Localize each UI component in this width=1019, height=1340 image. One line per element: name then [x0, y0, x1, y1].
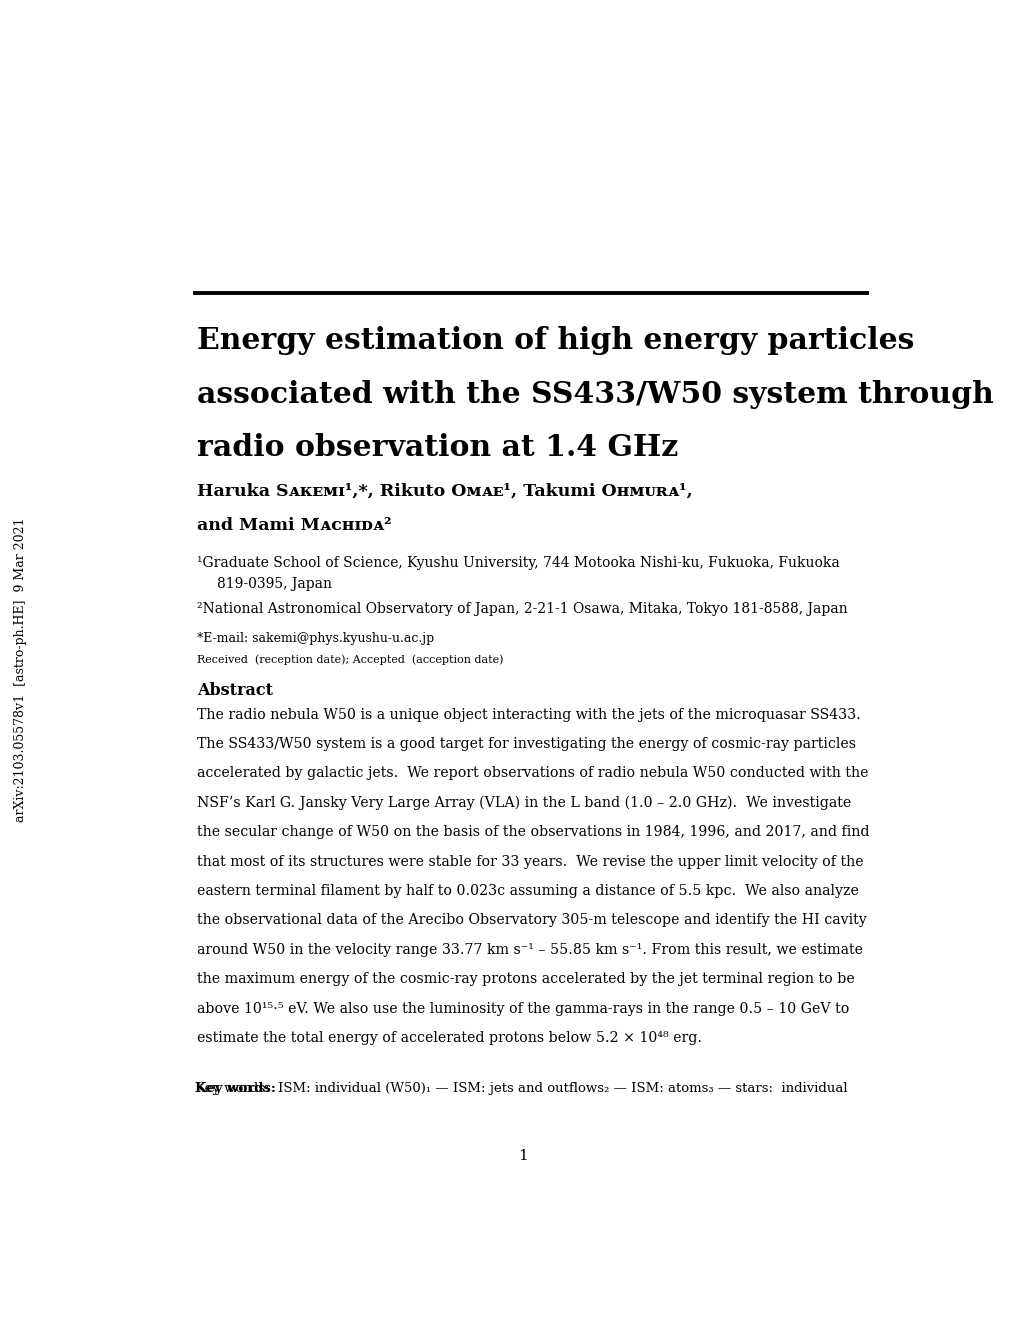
Text: above 10¹⁵⋅⁵ eV. We also use the luminosity of the gamma-rays in the range 0.5 –: above 10¹⁵⋅⁵ eV. We also use the luminos…	[197, 1002, 849, 1016]
Text: around W50 in the velocity range 33.77 km s⁻¹ – 55.85 km s⁻¹. From this result, : around W50 in the velocity range 33.77 k…	[197, 943, 862, 957]
Text: the secular change of W50 on the basis of the observations in 1984, 1996, and 20: the secular change of W50 on the basis o…	[197, 825, 869, 839]
Text: Abstract: Abstract	[197, 682, 273, 699]
Text: and Mami Mᴀᴄʜɪᴅᴀ²: and Mami Mᴀᴄʜɪᴅᴀ²	[197, 517, 391, 533]
Text: radio observation at 1.4 GHz: radio observation at 1.4 GHz	[197, 433, 678, 462]
Text: estimate the total energy of accelerated protons below 5.2 × 10⁴⁸ erg.: estimate the total energy of accelerated…	[197, 1030, 701, 1045]
Text: associated with the SS433/W50 system through: associated with the SS433/W50 system thr…	[197, 379, 993, 409]
Text: ¹Graduate School of Science, Kyushu University, 744 Motooka Nishi-ku, Fukuoka, F: ¹Graduate School of Science, Kyushu Univ…	[197, 556, 839, 570]
Text: arXiv:2103.05578v1  [astro-ph.HE]  9 Mar 2021: arXiv:2103.05578v1 [astro-ph.HE] 9 Mar 2…	[14, 517, 26, 823]
Text: The radio nebula W50 is a unique object interacting with the jets of the microqu: The radio nebula W50 is a unique object …	[197, 708, 860, 722]
Text: accelerated by galactic jets.  We report observations of radio nebula W50 conduc: accelerated by galactic jets. We report …	[197, 766, 868, 780]
Text: *E-mail: sakemi@phys.kyushu-u.ac.jp: *E-mail: sakemi@phys.kyushu-u.ac.jp	[197, 632, 434, 646]
Text: 819-0395, Japan: 819-0395, Japan	[217, 576, 331, 591]
Text: NSF’s Karl G. Jansky Very Large Array (VLA) in the L band (1.0 – 2.0 GHz).  We i: NSF’s Karl G. Jansky Very Large Array (V…	[197, 796, 851, 811]
Text: Received  (reception date); Accepted  (acception date): Received (reception date); Accepted (acc…	[197, 654, 503, 665]
Text: eastern terminal filament by half to 0.023c assuming a distance of 5.5 kpc.  We : eastern terminal filament by half to 0.0…	[197, 884, 858, 898]
Text: 1: 1	[518, 1150, 527, 1163]
Text: the maximum energy of the cosmic-ray protons accelerated by the jet terminal reg: the maximum energy of the cosmic-ray pro…	[197, 973, 854, 986]
Text: The SS433/W50 system is a good target for investigating the energy of cosmic-ray: The SS433/W50 system is a good target fo…	[197, 737, 855, 750]
Text: ²National Astronomical Observatory of Japan, 2-21-1 Osawa, Mitaka, Tokyo 181-858: ²National Astronomical Observatory of Ja…	[197, 603, 847, 616]
Text: Energy estimation of high energy particles: Energy estimation of high energy particl…	[197, 326, 914, 355]
Text: Haruka Sᴀᴋᴇᴍɪ¹,*, Rikuto Oᴍᴀᴇ¹, Takumi Oʜᴍᴜʀᴀ¹,: Haruka Sᴀᴋᴇᴍɪ¹,*, Rikuto Oᴍᴀᴇ¹, Takumi O…	[197, 482, 692, 500]
Text: Key words:: Key words:	[195, 1083, 275, 1095]
Text: that most of its structures were stable for 33 years.  We revise the upper limit: that most of its structures were stable …	[197, 855, 863, 868]
Text: the observational data of the Arecibo Observatory 305-m telescope and identify t: the observational data of the Arecibo Ob…	[197, 914, 866, 927]
Text: Key words:  ISM: individual (W50)₁ — ISM: jets and outflows₂ — ISM: atoms₃ — sta: Key words: ISM: individual (W50)₁ — ISM:…	[195, 1083, 847, 1095]
